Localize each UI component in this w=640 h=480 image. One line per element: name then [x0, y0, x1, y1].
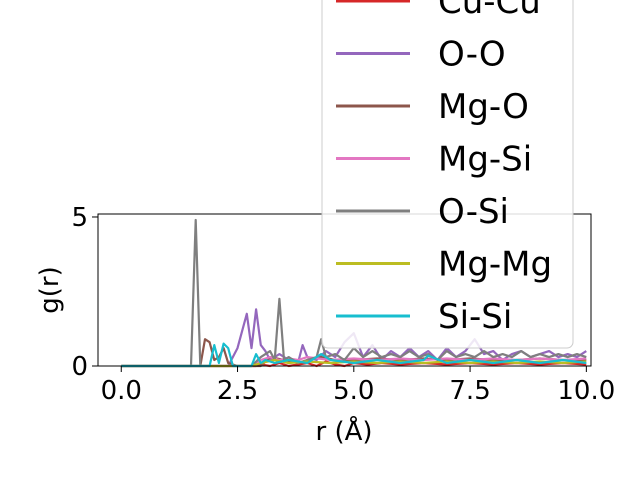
series-line-si-si	[121, 342, 587, 368]
legend-label: O-O	[438, 35, 506, 75]
x-tick-label: 7.5	[449, 376, 490, 406]
series-line-o-si	[121, 218, 587, 368]
x-tick-label: 10.0	[557, 376, 615, 406]
y-tick-label: 5	[71, 203, 88, 233]
x-tick-label: 0.0	[101, 376, 142, 406]
y-tick-label: 0	[71, 352, 88, 382]
legend-label: Si-Si	[438, 297, 512, 337]
legend-label: Cu-Cu	[438, 0, 541, 22]
legend-items: Cu-Cu O-O Mg-O Mg-Si O-Si Mg-Mg Si-Si	[336, 0, 552, 337]
legend: Cu-Cu O-O Mg-O Mg-Si O-Si Mg-Mg Si-Si	[321, 0, 574, 349]
y-ticks: 05	[71, 203, 98, 382]
x-tick-label: 5.0	[333, 376, 374, 406]
x-tick-label: 2.5	[217, 376, 258, 406]
legend-label: Mg-O	[438, 87, 529, 127]
legend-label: Mg-Mg	[438, 245, 552, 285]
legend-label: Mg-Si	[438, 140, 532, 180]
x-axis-label: r (Å)	[315, 415, 372, 447]
legend-label: O-Si	[438, 192, 509, 232]
legend-box	[321, 0, 574, 349]
x-ticks: 0.0 2.5 5.0 7.5 10.0	[101, 366, 615, 406]
series-layer	[121, 218, 587, 368]
y-axis-label: g(r)	[35, 266, 65, 313]
